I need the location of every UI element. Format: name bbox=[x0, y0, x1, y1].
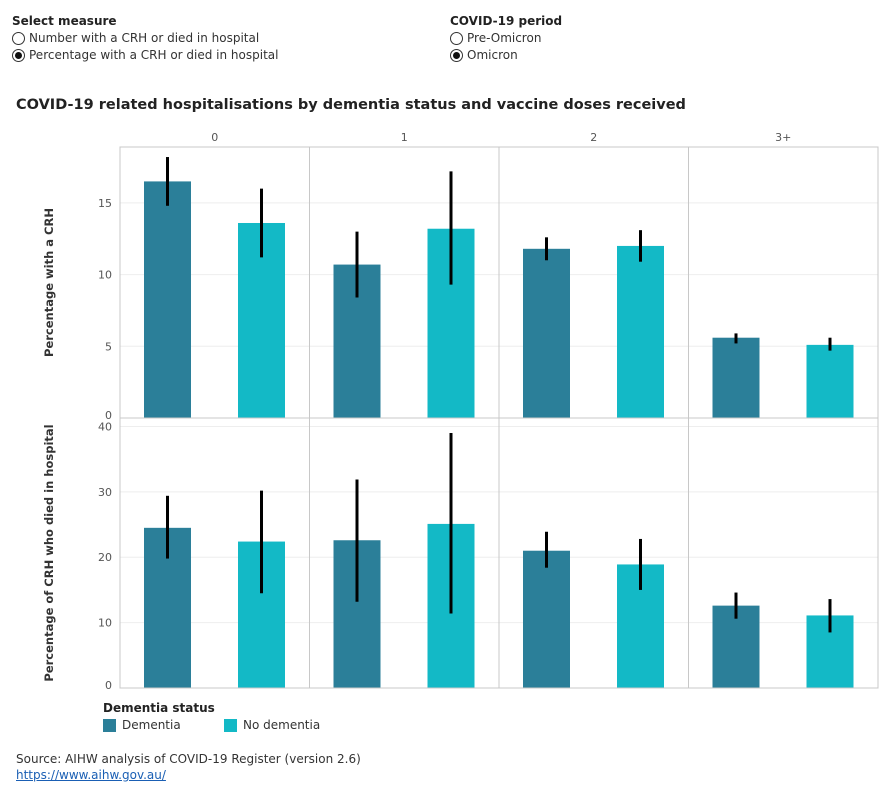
period-option-omicron-radio-icon[interactable] bbox=[450, 48, 463, 62]
bar-1-0-2 bbox=[523, 550, 570, 688]
y-tick-label-0-1: 5 bbox=[105, 340, 112, 353]
measure-option-percentage-radio-icon[interactable] bbox=[12, 48, 25, 62]
source-link[interactable]: https://www.aihw.gov.au/ bbox=[16, 768, 166, 782]
y-axis-label-0: Percentage with a CRH bbox=[42, 208, 56, 357]
legend-label-no-dementia: No dementia bbox=[243, 718, 321, 732]
measure-option-number-radio-icon[interactable] bbox=[12, 31, 25, 45]
y-tick-label-1-0: 0 bbox=[105, 679, 112, 692]
source-text: Source: AIHW analysis of COVID-19 Regist… bbox=[16, 752, 361, 766]
bar-0-1-2 bbox=[617, 245, 664, 418]
period-option-pre-omicron[interactable]: Pre-Omicron bbox=[450, 31, 541, 45]
column-header-2: 2 bbox=[590, 131, 597, 144]
legend-label-dementia: Dementia bbox=[122, 718, 181, 732]
y-tick-label-1-2: 20 bbox=[98, 551, 112, 564]
legend-swatch-dementia bbox=[103, 718, 116, 732]
measure-option-percentage-label: Percentage with a CRH or died in hospita… bbox=[29, 48, 279, 62]
chart-area: 0 1 2 3+ 0 5 10 15 Percentage with a CRH 0 10 20 30 4… bbox=[42, 131, 879, 692]
period-option-pre-omicron-label: Pre-Omicron bbox=[467, 31, 542, 45]
y-tick-label-0-3: 15 bbox=[98, 197, 112, 210]
y-tick-label-0-0: 0 bbox=[105, 409, 112, 422]
period-option-omicron-label: Omicron bbox=[467, 48, 518, 62]
bar-0-0-0 bbox=[144, 181, 191, 418]
y-tick-label-0-2: 10 bbox=[98, 269, 112, 282]
bar-0-0-2 bbox=[523, 248, 570, 418]
measure-option-number[interactable]: Number with a CRH or died in hospital bbox=[12, 31, 259, 45]
measure-control-title: Select measure bbox=[12, 14, 117, 28]
legend-item-no-dementia[interactable]: No dementia bbox=[224, 718, 320, 732]
period-option-omicron[interactable]: Omicron bbox=[450, 48, 518, 62]
y-tick-label-1-1: 10 bbox=[98, 617, 112, 630]
legend-item-dementia[interactable]: Dementia bbox=[103, 718, 181, 732]
column-header-1: 1 bbox=[401, 131, 408, 144]
y-tick-label-1-3: 30 bbox=[98, 486, 112, 499]
column-header-3: 3+ bbox=[775, 131, 791, 144]
chart-title: COVID-19 related hospitalisations by dem… bbox=[16, 97, 686, 113]
bar-0-1-3 bbox=[806, 344, 854, 418]
legend-swatch-no-dementia bbox=[224, 718, 237, 732]
legend-title: Dementia status bbox=[103, 701, 215, 715]
y-tick-label-1-4: 40 bbox=[98, 420, 112, 433]
period-option-pre-omicron-radio-icon[interactable] bbox=[450, 31, 463, 45]
period-control-title: COVID-19 period bbox=[450, 14, 563, 28]
bar-1-0-3 bbox=[712, 605, 760, 688]
column-header-0: 0 bbox=[211, 131, 218, 144]
bar-0-0-3 bbox=[712, 337, 760, 418]
measure-option-number-label: Number with a CRH or died in hospital bbox=[29, 31, 260, 45]
measure-option-percentage[interactable]: Percentage with a CRH or died in hospita… bbox=[12, 48, 278, 62]
y-axis-label-1: Percentage of CRH who died in hospital bbox=[42, 424, 56, 681]
